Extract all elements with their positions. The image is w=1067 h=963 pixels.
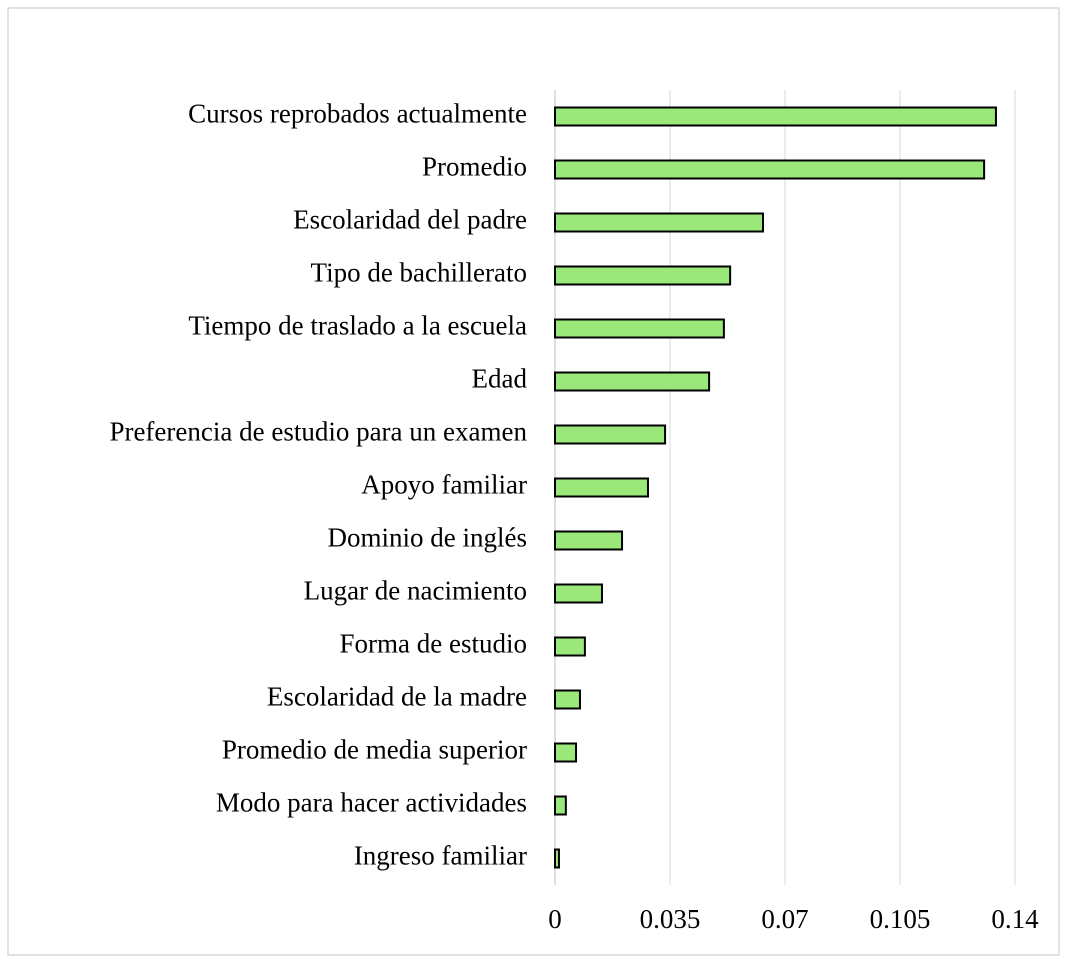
bar	[554, 424, 667, 445]
bar	[554, 159, 986, 180]
x-tick-label: 0.105	[870, 904, 931, 934]
bar	[554, 477, 649, 498]
bar	[554, 742, 578, 763]
bar	[554, 795, 567, 816]
y-tick-label: Apoyo familiar	[361, 470, 527, 500]
y-tick-label: Tipo de bachillerato	[311, 258, 527, 288]
x-tick-label: 0.14	[991, 904, 1039, 934]
y-tick-label: Tiempo de traslado a la escuela	[188, 311, 527, 341]
x-tick-label: 0	[548, 904, 562, 934]
y-tick-label: Escolaridad del padre	[293, 205, 527, 235]
y-tick-label: Cursos reprobados actualmente	[188, 99, 527, 129]
y-tick-label: Forma de estudio	[340, 629, 527, 659]
bar	[554, 212, 764, 233]
bar	[554, 636, 586, 657]
x-tick-label: 0.07	[761, 904, 808, 934]
bar	[554, 583, 603, 604]
bar	[554, 848, 560, 869]
y-tick-label: Dominio de inglés	[328, 523, 527, 553]
x-tick-label: 0.035	[640, 904, 701, 934]
bar	[554, 106, 997, 127]
y-tick-label: Lugar de nacimiento	[304, 576, 527, 606]
bar	[554, 689, 581, 710]
y-tick-label: Modo para hacer actividades	[216, 788, 527, 818]
y-tick-label: Promedio de media superior	[222, 735, 527, 765]
y-tick-label: Promedio	[422, 152, 527, 182]
bar	[554, 318, 725, 339]
y-tick-label: Edad	[472, 364, 528, 394]
bar	[554, 530, 624, 551]
bar	[554, 265, 732, 286]
bar	[554, 371, 711, 392]
y-tick-label: Ingreso familiar	[354, 841, 527, 871]
chart-border	[7, 7, 1060, 956]
y-tick-label: Escolaridad de la madre	[267, 682, 527, 712]
y-tick-label: Preferencia de estudio para un examen	[109, 417, 527, 447]
